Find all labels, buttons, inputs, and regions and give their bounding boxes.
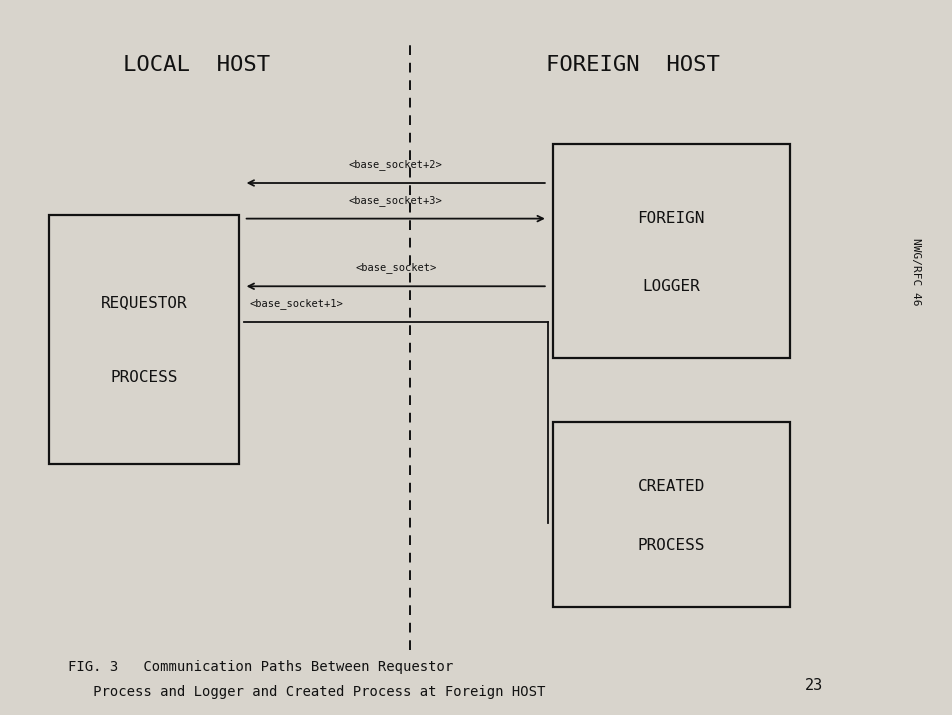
Text: <base_socket+2>: <base_socket+2> bbox=[348, 159, 442, 170]
Bar bbox=[552, 144, 789, 358]
Text: CREATED: CREATED bbox=[637, 479, 704, 494]
Text: PROCESS: PROCESS bbox=[637, 538, 704, 553]
Text: <base_socket+1>: <base_socket+1> bbox=[248, 298, 343, 309]
Text: NWG/RFC 46: NWG/RFC 46 bbox=[910, 238, 921, 306]
Text: <base_socket>: <base_socket> bbox=[355, 262, 436, 273]
Text: LOCAL  HOST: LOCAL HOST bbox=[123, 56, 269, 76]
Text: 23: 23 bbox=[803, 678, 823, 693]
Text: Process and Logger and Created Process at Foreign HOST: Process and Logger and Created Process a… bbox=[68, 685, 545, 699]
Text: FIG. 3   Communication Paths Between Requestor: FIG. 3 Communication Paths Between Reque… bbox=[68, 661, 453, 674]
Text: REQUESTOR: REQUESTOR bbox=[101, 295, 187, 310]
Text: LOGGER: LOGGER bbox=[642, 280, 700, 295]
Bar bbox=[49, 215, 239, 464]
Bar bbox=[552, 422, 789, 607]
Text: <base_socket+3>: <base_socket+3> bbox=[348, 195, 442, 206]
Text: PROCESS: PROCESS bbox=[110, 370, 177, 385]
Text: FOREIGN: FOREIGN bbox=[637, 211, 704, 226]
Text: FOREIGN  HOST: FOREIGN HOST bbox=[545, 56, 720, 76]
